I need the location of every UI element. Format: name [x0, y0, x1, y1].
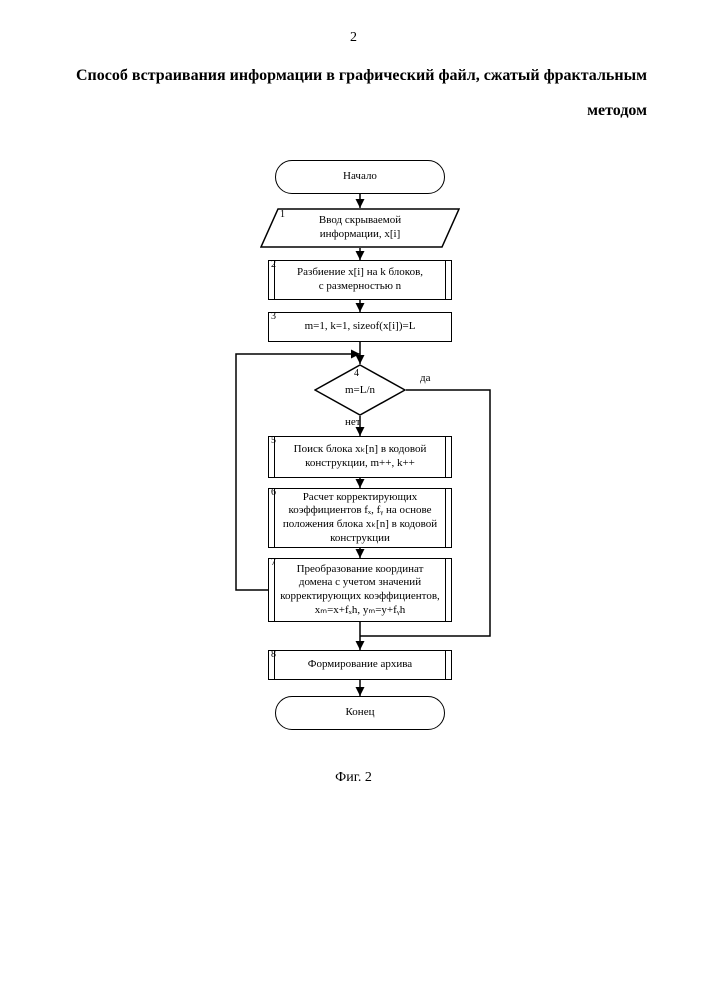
node-7: 7 Преобразование координат домена с учет… [268, 558, 452, 622]
node-2-num: 2 [271, 260, 276, 270]
node-5: 5 Поиск блока xₖ[n] в кодовой конструкци… [268, 436, 452, 478]
page-number: 2 [0, 30, 707, 46]
page-title: Способ встраивания информации в графичес… [60, 58, 647, 128]
node-1-text: Ввод скрываемой информации, x[i] [260, 208, 460, 248]
node-6: 6 Расчет корректирующих коэффициентов fₓ… [268, 488, 452, 548]
node-3: 3 m=1, k=1, sizeof(x[i])=L [268, 312, 452, 342]
node-8-num: 8 [271, 650, 276, 660]
node-8-text: Формирование архива [308, 658, 412, 672]
node-3-num: 3 [271, 312, 276, 322]
title-line-2: методом [60, 93, 647, 128]
label-yes: да [420, 372, 430, 384]
node-7-num: 7 [271, 558, 276, 568]
node-2: 2 Разбиение x[i] на k блоков, с размерно… [268, 260, 452, 300]
node-start: Начало [275, 160, 445, 194]
page: 2 Способ встраивания информации в графич… [0, 0, 707, 1000]
node-end: Конец [275, 696, 445, 730]
node-1: 1 Ввод скрываемой информации, x[i] [260, 208, 460, 248]
node-6-text: Расчет корректирующих коэффициентов fₓ, … [283, 491, 437, 546]
node-6-num: 6 [271, 488, 276, 498]
node-4-text: m=L/n [314, 364, 406, 416]
node-5-num: 5 [271, 436, 276, 446]
node-7-text: Преобразование координат домена с учетом… [280, 563, 440, 618]
label-no: нет [345, 416, 361, 428]
title-line-1: Способ встраивания информации в графичес… [60, 58, 647, 93]
figure-caption: Фиг. 2 [0, 770, 707, 786]
node-3-text: m=1, k=1, sizeof(x[i])=L [305, 320, 416, 334]
node-start-text: Начало [343, 170, 377, 184]
node-end-text: Конец [346, 706, 375, 720]
node-5-text: Поиск блока xₖ[n] в кодовой конструкции,… [294, 443, 427, 471]
node-2-text: Разбиение x[i] на k блоков, с размерност… [297, 266, 423, 294]
node-4: 4 m=L/n [314, 364, 406, 416]
node-8: 8 Формирование архива [268, 650, 452, 680]
flowchart: Начало 1 Ввод скрываемой информации, x[i… [0, 160, 707, 800]
